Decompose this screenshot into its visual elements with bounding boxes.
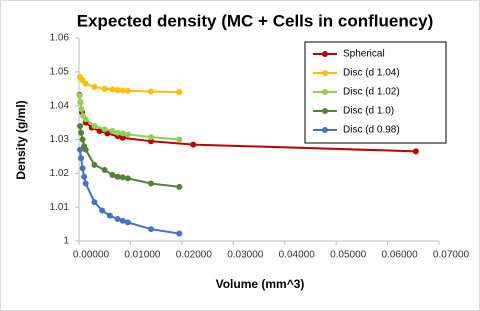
data-point xyxy=(79,165,86,172)
data-point xyxy=(99,207,106,214)
data-point xyxy=(119,87,126,94)
data-point xyxy=(148,134,154,141)
data-point xyxy=(412,148,419,155)
data-point xyxy=(148,180,154,187)
data-point xyxy=(106,212,113,219)
data-point xyxy=(91,84,98,91)
data-point xyxy=(82,180,89,187)
x-tick-label: 0.02000 xyxy=(176,250,213,261)
x-tick-label: 0.03000 xyxy=(227,250,264,261)
legend-label: Disc (d 0.98) xyxy=(343,125,400,136)
data-point xyxy=(109,86,116,93)
data-point xyxy=(76,92,83,99)
chart-title: Expected density (MC + Cells in confluen… xyxy=(77,11,434,30)
data-point xyxy=(82,146,89,153)
data-point xyxy=(148,88,154,95)
data-point xyxy=(124,87,131,94)
x-tick-label: 0.06000 xyxy=(381,250,418,261)
data-point xyxy=(101,85,108,92)
data-point xyxy=(96,128,103,135)
legend-label: Disc (d 1.02) xyxy=(343,87,400,98)
data-point xyxy=(77,146,84,153)
legend-label: Spherical xyxy=(343,49,385,60)
data-point xyxy=(119,134,126,141)
data-point xyxy=(101,126,108,133)
data-point xyxy=(124,175,131,182)
x-tick-label: 0.05000 xyxy=(330,250,367,261)
data-point xyxy=(176,183,183,190)
data-point xyxy=(109,128,116,135)
data-point xyxy=(78,155,85,162)
legend-marker xyxy=(322,89,328,95)
y-tick-label: 1.06 xyxy=(50,33,70,44)
data-point xyxy=(109,172,116,179)
y-tick-label: 1.05 xyxy=(50,66,70,77)
data-point xyxy=(78,129,85,136)
data-point xyxy=(79,136,86,143)
x-tick-label: 0.04000 xyxy=(279,250,316,261)
data-point xyxy=(114,173,121,180)
data-point xyxy=(77,122,84,129)
data-point xyxy=(114,87,121,94)
data-point xyxy=(190,141,197,148)
y-tick-label: 1.04 xyxy=(50,100,70,111)
data-point xyxy=(78,106,85,113)
data-point xyxy=(176,230,183,237)
legend-marker xyxy=(322,51,328,57)
y-axis-label: Density (g/ml) xyxy=(14,100,28,179)
data-point xyxy=(119,130,126,137)
data-point xyxy=(101,166,108,173)
legend-label: Disc (d 1.0) xyxy=(343,106,394,117)
y-tick-label: 1 xyxy=(63,236,69,247)
data-point xyxy=(176,136,183,143)
data-point xyxy=(91,122,98,129)
legend-marker xyxy=(322,70,328,76)
data-point xyxy=(176,89,183,96)
y-tick-label: 1.02 xyxy=(50,168,70,179)
x-tick-label: 0.00000 xyxy=(73,250,110,261)
legend-marker xyxy=(322,108,328,114)
data-point xyxy=(114,129,121,136)
data-point xyxy=(124,219,131,226)
x-axis-label: Volume (mm^3) xyxy=(216,277,305,291)
data-point xyxy=(119,217,126,224)
data-point xyxy=(114,216,121,223)
data-point xyxy=(119,174,126,181)
data-point xyxy=(82,80,89,87)
x-tick-label: 0.01000 xyxy=(124,250,161,261)
data-point xyxy=(91,199,98,206)
data-point xyxy=(148,226,154,233)
data-point xyxy=(124,131,131,138)
data-point xyxy=(82,116,89,123)
y-tick-label: 1.03 xyxy=(50,134,70,145)
legend-marker xyxy=(322,127,328,133)
y-tick-label: 1.01 xyxy=(50,202,70,213)
legend-label: Disc (d 1.04) xyxy=(343,68,400,79)
data-point xyxy=(91,161,98,168)
data-point xyxy=(81,173,88,180)
x-tick-label: 0.07000 xyxy=(433,250,470,261)
data-point xyxy=(77,99,84,106)
